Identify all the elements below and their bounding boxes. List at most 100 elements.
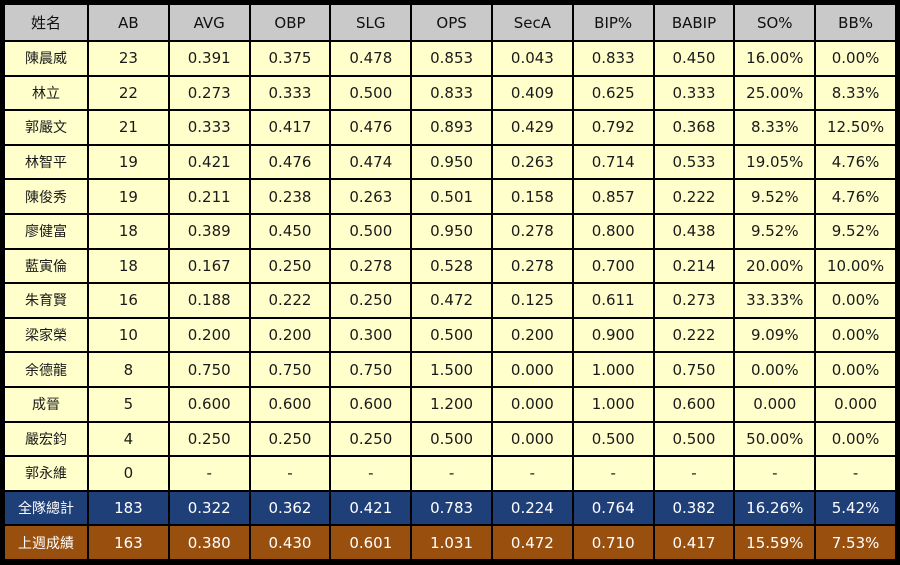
batting-stats-table: 姓名 AB AVG OBP SLG OPS SecA BIP% BABIP SO% BB% 陳晨威 2… [3, 3, 897, 561]
stat-cell-so: 8.33% [735, 111, 815, 144]
stat-cell-so: - [735, 457, 815, 490]
stat-cell-avg: 0.391 [169, 42, 249, 75]
stat-cell-bb: 8.33% [816, 76, 895, 110]
stat-cell-seca: 0.409 [492, 76, 572, 110]
player-name-cell: 郭永維 [5, 457, 87, 490]
stat-cell-ab: 5 [89, 387, 168, 421]
table-row: 郭永維 0- - - - - - - - - [5, 457, 895, 490]
stat-cell-bip: 0.857 [573, 180, 653, 213]
stat-cell-ab: 19 [89, 180, 168, 213]
stat-cell-bb: 0.00% [816, 42, 895, 75]
player-name-cell: 廖健富 [5, 214, 87, 248]
table-row: 梁家榮 10 0.200 0.200 0.300 0.500 0.200 0.900 0.222… [5, 318, 895, 352]
stat-cell-obp: 0.450 [250, 214, 330, 248]
stat-cell-slg: 0.601 [331, 526, 411, 559]
stat-cell-seca: 0.200 [492, 318, 572, 352]
stat-cell-avg: - [169, 457, 249, 490]
column-header-seca: SecA [492, 5, 572, 40]
stat-cell-seca: - [492, 457, 572, 490]
stat-cell-ab: 22 [89, 76, 168, 110]
stat-cell-babip: 0.333 [654, 76, 734, 110]
stat-cell-bip: - [573, 457, 653, 490]
stat-cell-bip: 1.000 [573, 387, 653, 421]
stat-cell-avg: 0.273 [169, 76, 249, 110]
stat-cell-babip: 0.438 [654, 214, 734, 248]
stat-cell-bip: 0.611 [573, 284, 653, 317]
stat-cell-ops: 1.500 [412, 353, 491, 386]
player-name-cell: 全隊總計 [5, 491, 87, 525]
stat-cell-bb: 12.50% [816, 111, 895, 144]
table-row: 郭嚴文 21 0.333 0.417 0.476 0.893 0.429 0.792 0.368… [5, 111, 895, 144]
stat-cell-so: 9.09% [735, 318, 815, 352]
stat-cell-ops: - [412, 457, 491, 490]
stat-cell-seca: 0.472 [492, 526, 572, 559]
player-name-cell: 上週成績 [5, 526, 87, 559]
stat-cell-ab: 183 [89, 491, 168, 525]
stat-cell-avg: 0.380 [169, 526, 249, 559]
stat-cell-slg: 0.478 [331, 42, 411, 75]
stat-cell-obp: 0.476 [250, 145, 330, 179]
stat-cell-ab: 21 [89, 111, 168, 144]
column-header-name: 姓名 [5, 5, 87, 40]
stat-cell-so: 9.52% [735, 214, 815, 248]
stat-cell-ab: 19 [89, 145, 168, 179]
column-header-bip: BIP% [573, 5, 653, 40]
table-row: 林智平 19 0.421 0.476 0.474 0.950 0.263 0.714 0.533… [5, 145, 895, 179]
stat-cell-babip: 0.214 [654, 249, 734, 283]
stat-cell-obp: 0.238 [250, 180, 330, 213]
stat-cell-bip: 0.500 [573, 422, 653, 456]
player-name-cell: 梁家榮 [5, 318, 87, 352]
stat-cell-avg: 0.421 [169, 145, 249, 179]
stat-cell-avg: 0.167 [169, 249, 249, 283]
stat-cell-ops: 0.950 [412, 145, 491, 179]
player-name-cell: 林智平 [5, 145, 87, 179]
stat-cell-bip: 0.764 [573, 491, 653, 525]
column-header-ab: AB [89, 5, 168, 40]
stat-cell-bip: 0.625 [573, 76, 653, 110]
stat-cell-bip: 1.000 [573, 353, 653, 386]
stat-cell-babip: 0.417 [654, 526, 734, 559]
player-name-cell: 郭嚴文 [5, 111, 87, 144]
stat-cell-ab: 8 [89, 353, 168, 386]
stat-cell-so: 16.26% [735, 491, 815, 525]
stat-cell-ab: 0 [89, 457, 168, 490]
stat-cell-slg: 0.263 [331, 180, 411, 213]
stat-cell-slg: 0.250 [331, 284, 411, 317]
stat-cell-slg: 0.750 [331, 353, 411, 386]
stat-cell-babip: 0.533 [654, 145, 734, 179]
player-name-cell: 嚴宏鈞 [5, 422, 87, 456]
stat-cell-seca: 0.043 [492, 42, 572, 75]
column-header-ops: OPS [412, 5, 491, 40]
stat-cell-seca: 0.000 [492, 387, 572, 421]
stat-cell-bip: 0.792 [573, 111, 653, 144]
stat-cell-babip: - [654, 457, 734, 490]
column-header-slg: SLG [331, 5, 411, 40]
stat-cell-obp: 0.750 [250, 353, 330, 386]
stat-cell-so: 19.05% [735, 145, 815, 179]
player-name-cell: 陳俊秀 [5, 180, 87, 213]
column-header-bb: BB% [816, 5, 895, 40]
stat-cell-bip: 0.800 [573, 214, 653, 248]
stat-cell-ab: 4 [89, 422, 168, 456]
stat-cell-ops: 1.031 [412, 526, 491, 559]
stat-cell-avg: 0.600 [169, 387, 249, 421]
stat-cell-slg: 0.300 [331, 318, 411, 352]
stat-cell-ab: 18 [89, 214, 168, 248]
stat-cell-babip: 0.450 [654, 42, 734, 75]
stat-cell-ops: 0.833 [412, 76, 491, 110]
stat-cell-babip: 0.368 [654, 111, 734, 144]
stat-cell-seca: 0.125 [492, 284, 572, 317]
stat-cell-slg: 0.474 [331, 145, 411, 179]
table-row: 陳俊秀 19 0.211 0.238 0.263 0.501 0.158 0.857 0.222… [5, 180, 895, 213]
stat-cell-babip: 0.500 [654, 422, 734, 456]
stat-cell-so: 0.000 [735, 387, 815, 421]
stat-cell-bb: 0.00% [816, 353, 895, 386]
stat-cell-ops: 0.500 [412, 318, 491, 352]
stat-cell-avg: 0.188 [169, 284, 249, 317]
stat-cell-slg: 0.278 [331, 249, 411, 283]
stat-cell-obp: 0.375 [250, 42, 330, 75]
player-name-cell: 朱育賢 [5, 284, 87, 317]
stat-cell-obp: 0.250 [250, 422, 330, 456]
stat-cell-ops: 0.500 [412, 422, 491, 456]
stat-cell-avg: 0.250 [169, 422, 249, 456]
